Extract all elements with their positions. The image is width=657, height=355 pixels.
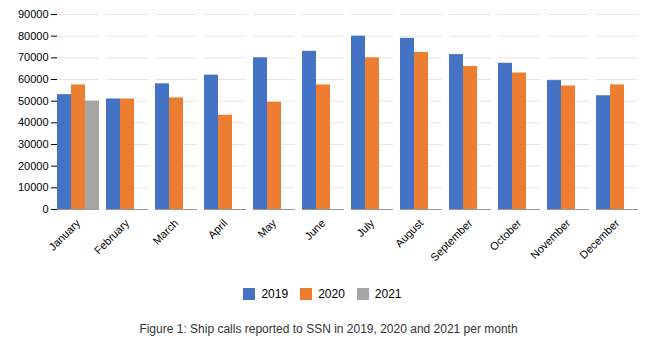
svg-text:10000: 10000: [18, 181, 49, 193]
html-text:2020: 2020: [318, 286, 345, 301]
svg-text:April: April: [205, 217, 229, 241]
svg-text:September: September: [428, 217, 475, 264]
svg-text:0: 0: [42, 203, 48, 215]
svg-text:May: May: [255, 216, 279, 240]
svg-text:October: October: [487, 217, 523, 253]
svg-text:June: June: [302, 217, 327, 242]
svg-text:60000: 60000: [18, 73, 49, 85]
svg-text:50000: 50000: [18, 95, 49, 107]
svg-text:February: February: [92, 216, 132, 256]
svg-text:90000: 90000: [18, 8, 49, 20]
svg-text:January: January: [46, 216, 83, 253]
html-text:Figure 1: Ship calls reported: Figure 1: Ship calls reported to SSN in …: [139, 322, 518, 336]
svg-text:November: November: [528, 217, 573, 262]
svg-text:December: December: [577, 217, 622, 262]
svg-text:July: July: [354, 216, 377, 239]
svg-text:August: August: [393, 217, 426, 250]
svg-text:70000: 70000: [18, 51, 49, 63]
svg-text:40000: 40000: [18, 116, 49, 128]
svg-text:30000: 30000: [18, 138, 49, 150]
svg-text:20000: 20000: [18, 160, 49, 172]
svg-text:80000: 80000: [18, 30, 49, 42]
html-text:2021: 2021: [374, 286, 402, 301]
html-text:2019: 2019: [261, 286, 289, 301]
svg-text:March: March: [150, 217, 180, 247]
